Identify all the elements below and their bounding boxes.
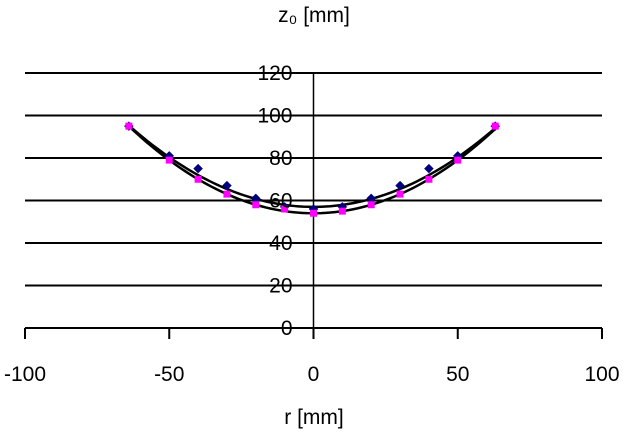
tick-labels: -100 -50 0 50 100 0 20 40 60 80 100 120 — [4, 62, 620, 386]
data-point-square — [491, 122, 499, 130]
y-tick-label: 80 — [269, 147, 292, 170]
data-points — [124, 121, 501, 217]
y-tick-label: 60 — [269, 190, 292, 213]
data-point-square — [281, 205, 289, 213]
y-tick-label: 0 — [281, 317, 293, 340]
data-point-square — [310, 209, 317, 217]
y-tick-label: 120 — [257, 62, 292, 85]
y-tick-label: 20 — [269, 275, 292, 298]
x-tick-label: 50 — [446, 363, 469, 386]
data-point-square — [396, 190, 404, 198]
data-point-square — [338, 207, 346, 215]
data-point-square — [194, 175, 202, 183]
x-tick-label: 0 — [308, 363, 320, 386]
data-point-square — [223, 190, 231, 198]
y-tick-label: 100 — [257, 105, 292, 128]
x-tick-label: -50 — [154, 363, 184, 386]
data-point-square — [252, 201, 260, 209]
data-point-square — [454, 156, 462, 164]
data-point-diamond — [222, 180, 232, 191]
axes — [24, 72, 603, 339]
data-point-square — [125, 122, 133, 130]
data-point-square — [425, 175, 433, 183]
data-point-diamond — [395, 180, 405, 191]
y-tick-label: 40 — [269, 232, 292, 255]
data-point-square — [165, 156, 173, 164]
x-tick-label: -100 — [4, 363, 46, 386]
data-point-square — [367, 201, 375, 209]
x-axis-label: r [mm] — [284, 406, 343, 429]
data-point-diamond — [424, 163, 434, 174]
fit-curve-1 — [128, 124, 497, 209]
x-tick-label: 100 — [584, 363, 619, 386]
data-point-diamond — [193, 163, 203, 174]
chart-title: z₀ [mm] — [278, 4, 350, 27]
